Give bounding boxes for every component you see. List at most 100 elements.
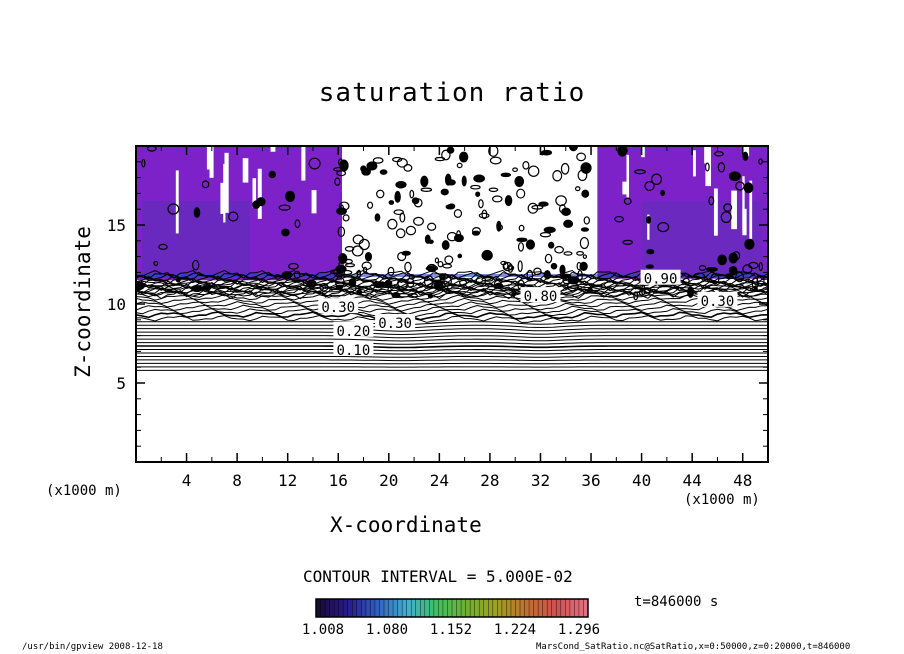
contour-blob	[527, 202, 539, 214]
contour-blob	[507, 264, 514, 273]
contour-blob	[446, 146, 455, 154]
contour-blob	[395, 228, 406, 239]
contour-blob	[441, 149, 451, 161]
contour-blob	[579, 236, 590, 250]
contour-blob	[576, 250, 584, 256]
colorbar-cell	[452, 599, 458, 617]
x-tick-label: 28	[480, 471, 499, 490]
contour-line-upper	[136, 285, 768, 294]
contour-blob	[420, 187, 433, 192]
colorbar-cell	[470, 599, 476, 617]
colorbar-cell	[447, 599, 453, 617]
colorbar-cell	[538, 599, 544, 617]
shade-gap	[220, 182, 225, 214]
colorbar-cell	[374, 599, 380, 617]
contour-blob	[550, 262, 558, 270]
contour-blob	[517, 260, 523, 273]
contour-blob	[397, 183, 404, 189]
shade-gap	[647, 214, 650, 240]
contour-blob	[723, 203, 733, 212]
contour-blob	[351, 245, 364, 257]
colorbar-cell	[474, 599, 480, 617]
contour-label-bg	[375, 313, 416, 329]
x-tick-label: 12	[278, 471, 297, 490]
contour-blob	[338, 253, 348, 264]
contour-blob	[461, 175, 467, 187]
contour-blob	[504, 195, 513, 207]
time-label: t=846000 s	[634, 594, 719, 610]
contour-blob	[420, 175, 429, 188]
colorbar-cell	[415, 599, 421, 617]
contour-blob	[358, 238, 370, 251]
contour-blob	[193, 207, 201, 218]
contour-blob	[345, 263, 356, 268]
contour-line	[136, 348, 768, 352]
contour-blob	[561, 207, 571, 216]
x-tick-label: 36	[581, 471, 600, 490]
contour-blob	[539, 232, 552, 238]
colorbar-cell	[411, 599, 417, 617]
contour-blob	[141, 158, 146, 168]
colorbar-cell	[402, 599, 408, 617]
colorbar-cell	[515, 599, 521, 617]
contour-blob	[516, 237, 528, 242]
contour-blob	[334, 177, 341, 186]
contour-blob	[645, 216, 652, 224]
shade-gap	[626, 154, 630, 198]
contour-blob	[698, 265, 707, 271]
contour-blob	[583, 216, 590, 225]
contour-blob	[576, 261, 582, 271]
contour-blob	[502, 261, 513, 272]
contour-blob	[404, 261, 412, 273]
colorbar-cell	[442, 599, 448, 617]
contour-line	[136, 345, 768, 349]
contour-blob	[645, 264, 655, 269]
colorbar-cell	[370, 599, 376, 617]
contour-blob	[581, 189, 590, 198]
contour-blob	[717, 254, 727, 266]
colorbar-cell	[547, 599, 553, 617]
colorbar-cell	[320, 599, 326, 617]
shade-gap	[692, 150, 696, 177]
colorbar-cell	[429, 599, 435, 617]
shade-gap	[742, 176, 745, 231]
contour-blob	[492, 195, 503, 203]
colorbar-cell	[488, 599, 494, 617]
contour-blob	[623, 197, 632, 205]
colorbar-cell	[397, 599, 403, 617]
contour-blob	[201, 180, 210, 189]
contour-line	[136, 304, 768, 315]
colorbar-cell	[565, 599, 571, 617]
contour-blob	[409, 189, 415, 199]
contour-blob	[192, 259, 200, 271]
colorbar-cell	[347, 599, 353, 617]
contour-blob	[650, 173, 663, 186]
colorbar-cell	[533, 599, 539, 617]
shade-gap	[257, 168, 262, 219]
colorbar-cell	[492, 599, 498, 617]
colorbar-tick-label: 1.008	[301, 622, 345, 638]
colorbar-cell	[551, 599, 557, 617]
contour-blob	[580, 162, 592, 174]
contour-blob	[268, 170, 276, 179]
contour-blob	[560, 162, 570, 175]
contour-line	[136, 301, 768, 312]
colorbar-cell	[479, 599, 485, 617]
contour-blob	[514, 175, 525, 188]
contour-blob	[379, 169, 388, 175]
colorbar-cell	[334, 599, 340, 617]
contour-blob	[512, 167, 518, 173]
contour-blob	[617, 146, 628, 157]
colorbar-cell	[338, 599, 344, 617]
contour-line	[136, 342, 768, 345]
contour-blob	[293, 270, 301, 279]
shade-gap	[705, 146, 712, 187]
contour-blob	[559, 264, 566, 276]
contour-blob	[372, 157, 384, 164]
contour-blob	[457, 253, 463, 259]
contour-blob	[403, 163, 413, 172]
contour-line	[136, 356, 768, 358]
colorbar-cell	[388, 599, 394, 617]
contour-label: 0.10	[337, 343, 371, 359]
